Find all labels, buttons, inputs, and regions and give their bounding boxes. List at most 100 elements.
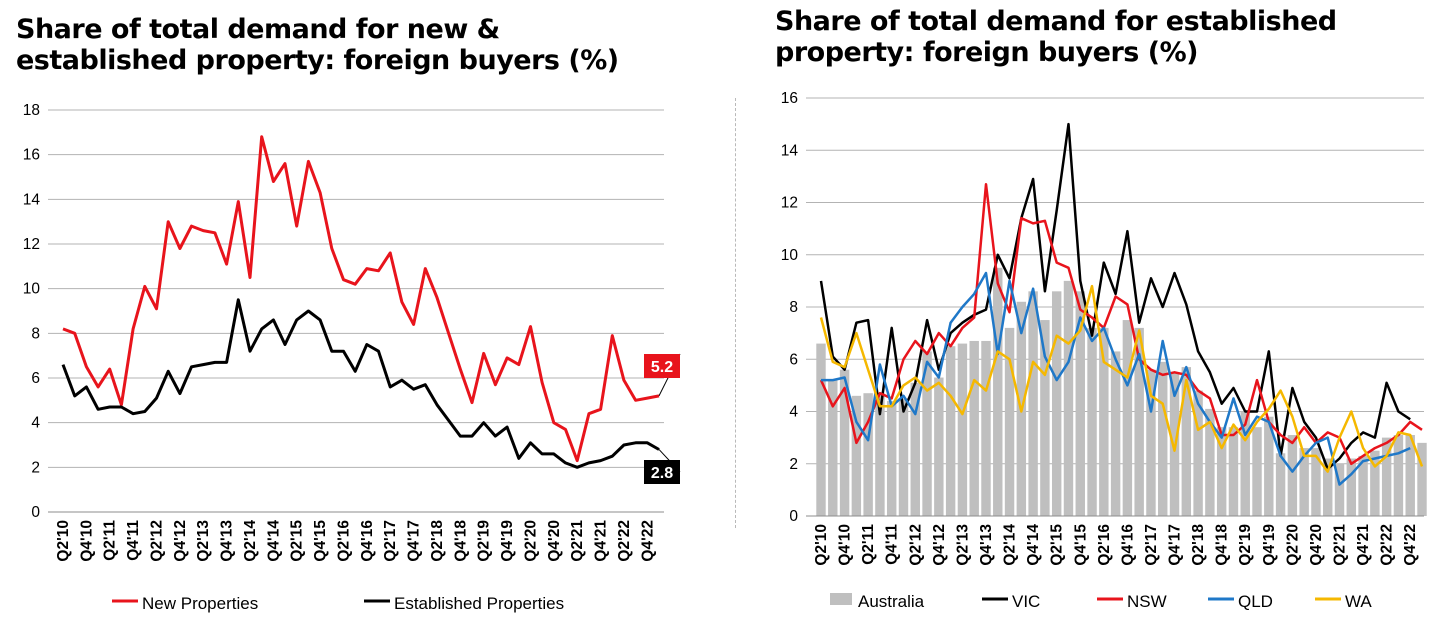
x-tick-label: Q2'15 [1049,524,1066,566]
x-tick-label: Q4'21 [593,520,610,562]
x-tick-label: Q4'15 [1072,524,1089,566]
bar-australia [1240,411,1250,516]
bar-australia [1334,463,1345,516]
bar-australia [1311,448,1321,516]
bar-australia [863,393,873,516]
y-tick-label: 18 [23,102,40,119]
bar-australia [1146,369,1156,516]
x-tick-label: Q4'15 [312,520,329,562]
bar-australia [981,340,991,516]
legend-label: NSW [1127,592,1167,611]
y-tick-label: 16 [781,90,798,107]
x-tick-label: Q4'20 [546,520,563,562]
series-line-established-properties [61,298,660,469]
x-tick-label: Q2'21 [1332,524,1349,566]
bar-australia [1063,280,1074,516]
bar-australia [1275,453,1286,516]
legend-label: QLD [1238,592,1273,611]
x-tick-label: Q4'14 [1025,524,1042,566]
x-tick-label: Q2'15 [289,520,306,562]
x-tick-label: Q2'20 [1284,524,1301,566]
x-tick-label: Q4'16 [1119,524,1136,566]
bar-australia [851,395,862,516]
x-tick-label: Q4'16 [359,520,376,562]
legend-label: WA [1345,592,1372,611]
y-tick-label: 8 [31,325,40,342]
x-tick-label: Q2'17 [382,520,399,562]
x-tick-label: Q4'19 [1261,524,1278,566]
bar-australia [839,369,850,516]
x-tick-label: Q2'19 [1237,524,1254,566]
y-tick-label: 2 [789,456,798,473]
series-line-wa [819,284,1424,473]
end-label-value: 2.8 [651,465,673,482]
bar-australia [910,382,920,516]
end-label-box [644,354,680,378]
y-tick-label: 8 [789,299,798,316]
y-tick-label: 10 [781,247,799,264]
left-chart-title: Share of total demand for new & establis… [16,14,619,76]
x-tick-label: Q2'13 [954,524,971,566]
bar-australia [1110,351,1121,516]
y-tick-label: 12 [23,236,40,253]
bar-australia [1393,435,1404,516]
x-tick-label: Q4'22 [1402,524,1419,566]
x-tick-label: Q2'10 [813,524,830,566]
divider [735,98,736,528]
bar-australia [1193,390,1203,516]
x-tick-label: Q2'14 [242,520,259,562]
legend-swatch [830,593,852,605]
x-tick-label: Q4'14 [265,520,282,562]
bar-australia [1381,437,1392,516]
bar-australia [1134,327,1144,516]
chart-new-established: 0 2 4 6 8 10 12 14 16 18 Q2'10 Q4'10 Q2'11 Q4'11 Q2'12… [0,0,720,627]
bar-australia [1405,435,1415,516]
y-tick-label: 0 [31,504,40,521]
right-chart-title: Share of total demand for established pr… [775,6,1337,68]
y-tick-label: 6 [789,351,798,368]
bar-australia [1122,320,1133,516]
x-tick-label: Q2'16 [335,520,352,562]
bar-australia [934,377,944,516]
x-tick-label: Q4'12 [931,524,948,566]
bar-australia [1370,450,1380,516]
series-line-nsw [819,182,1423,466]
x-tick-label: Q4'18 [1214,524,1231,566]
y-tick-label: 4 [789,404,798,421]
y-tick-label: 16 [23,147,40,164]
bar-australia [875,393,885,516]
x-tick-label: Q4'10 [78,520,95,562]
bar-australia [1346,458,1357,516]
x-tick-label: Q2'22 [616,520,633,562]
bar-australia [1099,327,1109,516]
bar-australia [922,351,932,516]
bar-australia [969,340,979,516]
bar-australia [1264,416,1274,516]
x-tick-label: Q2'20 [522,520,539,562]
end-label-box [644,460,680,484]
x-tick-label: Q4'17 [406,520,423,562]
y-tick-label: 4 [31,415,40,432]
legend-label: New Properties [142,594,258,613]
x-tick-label: Q2'14 [1002,524,1019,566]
y-tick-label: 10 [23,281,41,298]
y-tick-label: 14 [23,191,41,208]
bar-australia [1158,361,1168,516]
bar-australia [1299,448,1309,516]
x-tick-label: Q4'19 [499,520,516,562]
series-line-new-properties [62,135,660,463]
chart-right-svg: 0 2 4 6 8 10 12 14 16 Q2'10 Q4'10 Q2'11 Q4'11 Q2'12 Q4… [781,90,1427,611]
bar-australia [1358,455,1368,516]
x-tick-label: Q4'20 [1308,524,1325,566]
y-tick-label: 0 [789,508,798,525]
x-tick-label: Q2'18 [429,520,446,562]
series-line-vic [819,122,1411,471]
bar-australia [898,398,909,516]
bar-australia [828,380,838,516]
bar-australia [945,346,956,516]
bar-australia [1028,291,1038,516]
x-tick-label: Q4'10 [837,524,854,566]
x-tick-label: Q2'11 [860,524,877,565]
x-tick-label: Q2'18 [1190,524,1207,566]
bar-australia [957,343,968,516]
